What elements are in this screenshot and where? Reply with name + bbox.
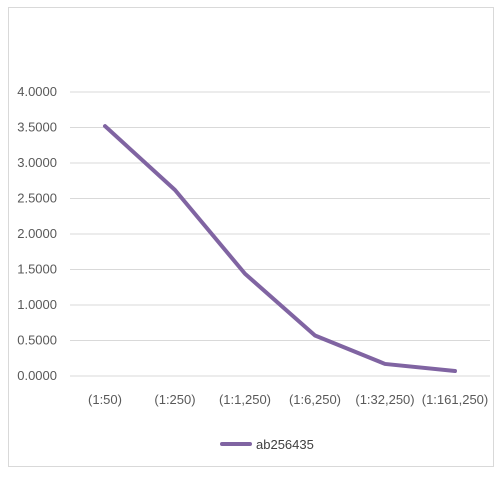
x-tick-label: (1:6,250) [289,392,341,407]
x-tick-label: (1:1,250) [219,392,271,407]
legend: ab256435 [220,437,314,452]
y-tick-label: 2.0000 [17,226,57,241]
y-tick-label: 2.5000 [17,191,57,206]
legend-label: ab256435 [256,437,314,452]
y-tick-label: 3.0000 [17,155,57,170]
y-tick-label: 0.5000 [17,333,57,348]
y-axis-tick-labels: 0.0000 0.5000 1.0000 1.5000 2.0000 2.5000 3.00… [17,84,57,383]
y-tick-label: 4.0000 [17,84,57,99]
x-tick-label: (1:161,250) [422,392,489,407]
series-layer [103,124,457,374]
y-tick-label: 3.5000 [17,120,57,135]
gridlines [70,91,490,377]
series-line [103,124,457,374]
chart-frame [8,7,494,467]
y-tick-label: 1.0000 [17,297,57,312]
y-tick-label: 0.0000 [17,368,57,383]
y-tick-label: 1.5000 [17,262,57,277]
x-axis-tick-labels: (1:50) (1:250) (1:1,250) (1:6,250) (1:32,250… [88,392,488,407]
x-tick-label: (1:50) [88,392,122,407]
x-tick-label: (1:32,250) [355,392,414,407]
x-tick-label: (1:250) [154,392,195,407]
